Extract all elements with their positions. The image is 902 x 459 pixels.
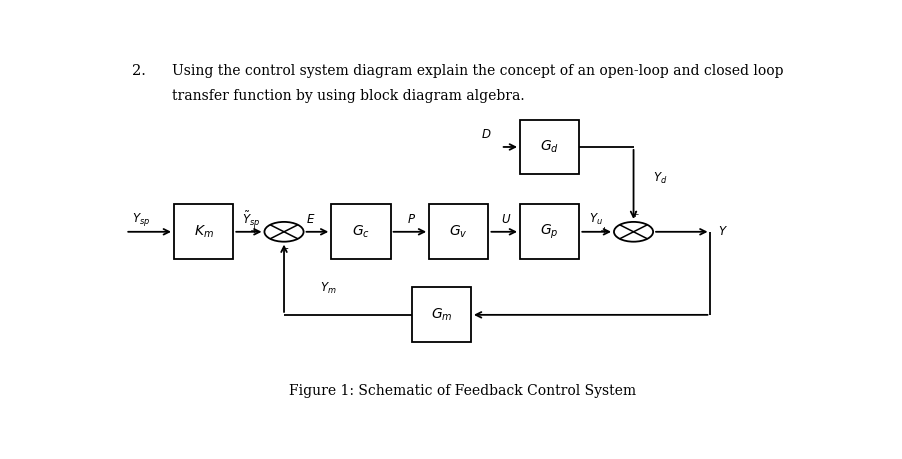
Text: $K_m$: $K_m$ <box>194 224 214 240</box>
Text: $D$: $D$ <box>482 128 492 141</box>
Circle shape <box>614 222 653 242</box>
Bar <box>174 204 234 259</box>
Text: $P$: $P$ <box>408 213 417 226</box>
Text: $Y$: $Y$ <box>718 225 728 238</box>
Text: Using the control system diagram explain the concept of an open-loop and closed : Using the control system diagram explain… <box>172 64 784 78</box>
Text: $Y_u$: $Y_u$ <box>590 212 603 227</box>
Text: -: - <box>284 245 288 255</box>
Text: transfer function by using block diagram algebra.: transfer function by using block diagram… <box>172 89 525 103</box>
Text: $G_c$: $G_c$ <box>352 224 370 240</box>
Text: Figure 1: Schematic of Feedback Control System: Figure 1: Schematic of Feedback Control … <box>289 384 636 398</box>
Text: +: + <box>250 225 259 235</box>
Text: +: + <box>600 225 608 235</box>
Bar <box>520 120 579 174</box>
Circle shape <box>264 222 304 242</box>
Text: $Y_{sp}$: $Y_{sp}$ <box>132 211 150 228</box>
Text: $Y_d$: $Y_d$ <box>653 171 667 186</box>
Text: +: + <box>631 210 640 219</box>
Text: $Y_m$: $Y_m$ <box>319 281 336 296</box>
Text: $G_p$: $G_p$ <box>540 223 559 241</box>
Bar <box>520 204 579 259</box>
Bar <box>429 204 489 259</box>
Bar <box>411 287 471 342</box>
Text: $U$: $U$ <box>502 213 511 226</box>
Text: $G_d$: $G_d$ <box>540 139 559 155</box>
Text: 2.: 2. <box>133 64 146 78</box>
Text: $\tilde{Y}_{sp}$: $\tilde{Y}_{sp}$ <box>242 209 261 230</box>
Text: $G_m$: $G_m$ <box>430 307 452 323</box>
Text: $E$: $E$ <box>306 213 316 226</box>
Text: $G_v$: $G_v$ <box>449 224 468 240</box>
Bar <box>331 204 391 259</box>
